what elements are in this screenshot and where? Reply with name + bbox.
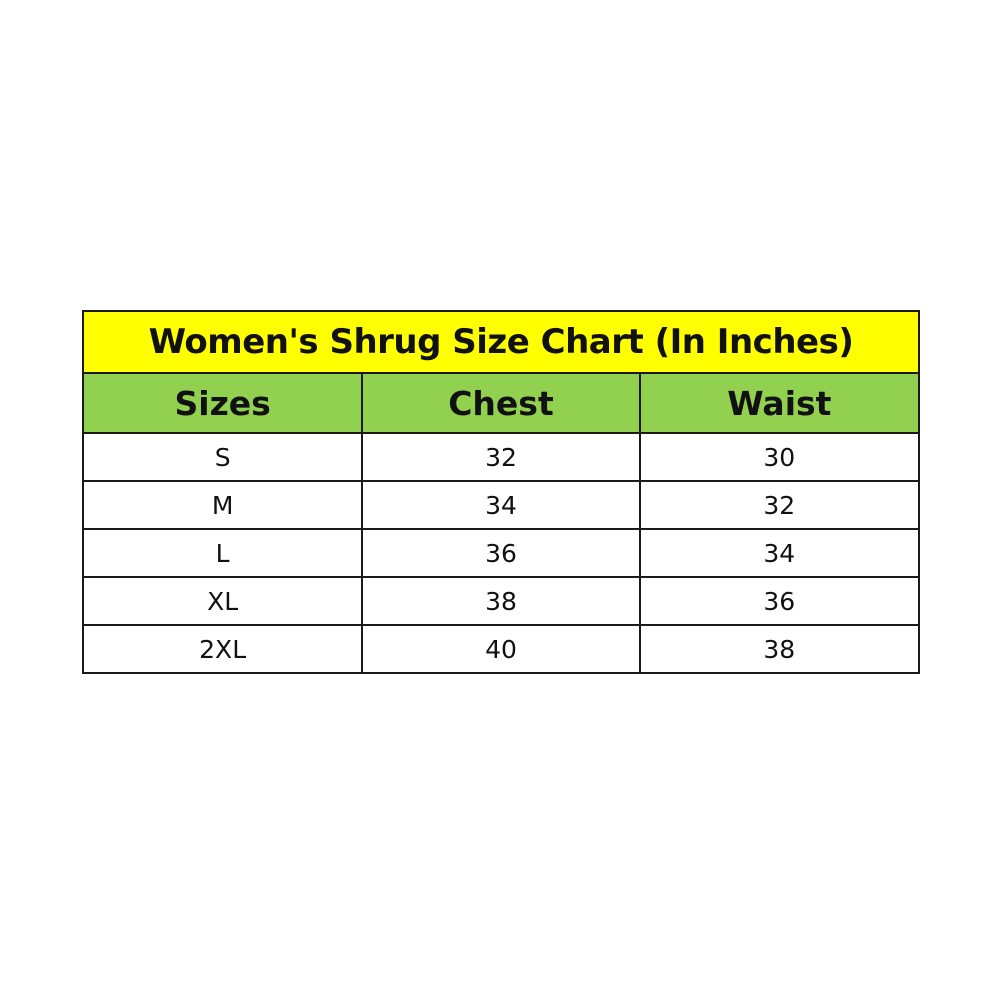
size-cell: XL: [81, 576, 364, 626]
waist-cell: 30: [638, 432, 921, 482]
header-sizes: Sizes: [81, 372, 364, 434]
size-cell: 2XL: [81, 624, 364, 674]
chest-cell: 40: [361, 624, 641, 674]
header-row: Sizes Chest Waist: [81, 372, 921, 434]
chest-cell: 32: [361, 432, 641, 482]
size-cell: M: [81, 480, 364, 530]
size-cell: S: [81, 432, 364, 482]
header-waist: Waist: [638, 372, 921, 434]
chart-title: Women's Shrug Size Chart (In Inches): [82, 310, 920, 374]
header-chest: Chest: [361, 372, 641, 434]
waist-cell: 36: [638, 576, 921, 626]
chest-cell: 34: [361, 480, 641, 530]
chest-cell: 38: [361, 576, 641, 626]
table-row: 2XL 40 38: [81, 624, 921, 674]
chest-cell: 36: [361, 528, 641, 578]
table-row: M 34 32: [81, 480, 921, 530]
size-cell: L: [81, 528, 364, 578]
table-row: S 32 30: [81, 432, 921, 482]
waist-cell: 32: [638, 480, 921, 530]
table-row: XL 38 36: [81, 576, 921, 626]
table-row: L 36 34: [81, 528, 921, 578]
size-chart-table: Women's Shrug Size Chart (In Inches) Siz…: [81, 310, 921, 674]
title-row: Women's Shrug Size Chart (In Inches): [82, 310, 920, 374]
waist-cell: 38: [638, 624, 921, 674]
waist-cell: 34: [638, 528, 921, 578]
